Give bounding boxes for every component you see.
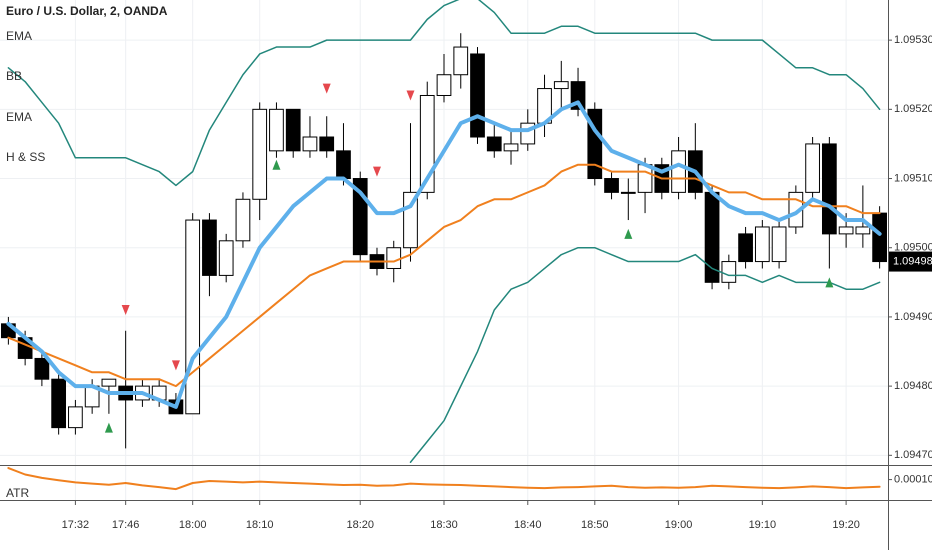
sell-marker [171,360,180,371]
candle-body [855,226,871,235]
candle-body [68,406,83,429]
candle-body [805,143,820,193]
candle-body [821,143,837,235]
candle-body [386,247,402,269]
candle-body [771,226,787,263]
candle-body [51,378,67,429]
atr-line [7,467,881,491]
candle-body [838,226,854,235]
bb-upper [7,0,881,187]
candle-body [218,240,234,276]
candle-body [503,143,519,152]
buy-marker [104,422,113,433]
candle-body [604,178,619,193]
candle-body [285,108,301,152]
y-tick-label: 1.09470 [894,449,932,461]
buy-marker [624,228,633,239]
x-tick-label: 18:40 [514,519,542,531]
sell-marker [406,90,415,101]
sell-marker [121,305,130,315]
sell-marker [372,166,381,177]
candle-body [34,357,50,380]
candle-body [336,150,351,180]
candle-body [872,212,887,263]
legend-label: EMA [6,29,32,43]
x-tick-label: 19:00 [665,519,693,531]
candle-body [101,378,117,387]
atr-tick-label: 0.00010 [894,474,932,486]
y-tick-label: 1.09530 [894,34,932,46]
last-price-label: 1.09498 [893,255,932,267]
axes: 1.09470 1.09480 1.09490 1.09500 1.09510 1.095… [62,34,932,531]
x-tick-label: 18:30 [430,519,458,531]
candle-body [671,150,686,193]
candle-body [553,81,569,90]
candle-body [453,46,469,76]
x-tick-label: 17:32 [62,519,90,531]
candle-body [319,136,335,152]
x-tick-label: 19:20 [832,519,860,531]
x-tick-label: 18:00 [179,519,207,531]
grid [0,0,888,500]
candle-body [637,164,653,193]
y-tick-label: 1.09520 [894,103,932,115]
y-tick-label: 1.09500 [894,242,932,254]
atr-label: ATR [6,486,29,500]
candle-body [269,108,284,152]
candle-body [436,74,452,96]
candle-body [252,108,268,200]
x-tick-label: 17:46 [112,519,140,531]
legend-label: H & SS [6,150,45,164]
candle-body [738,233,753,263]
buy-marker [272,159,281,170]
price-pane [1,0,887,463]
candle-body [620,191,636,194]
y-tick-label: 1.09480 [894,380,932,392]
candle-body [486,136,502,152]
buy-marker [825,277,834,288]
candle-body [202,219,217,276]
y-tick-label: 1.09510 [894,172,932,184]
x-tick-label: 18:10 [246,519,274,531]
candle-body [754,226,770,263]
candle-body [302,136,318,152]
candle-body [721,261,737,283]
y-tick-label: 1.09490 [894,311,932,323]
legend: Euro / U.S. Dollar, 2, OANDA EMA BB EMA H &… [6,4,168,500]
bb-lower [409,246,881,463]
legend-label: EMA [6,110,32,124]
atr-pane [7,467,881,491]
candle-body [235,198,251,242]
chart-title: Euro / U.S. Dollar, 2, OANDA [6,4,168,18]
ema-line [6,100,882,409]
legend-label: BB [6,69,22,83]
candle-body [185,219,201,415]
candle-body [470,53,485,138]
x-tick-label: 18:50 [581,519,609,531]
x-tick-label: 18:20 [346,519,374,531]
last-price-box [889,251,932,272]
sell-marker [322,83,331,94]
x-tick-label: 19:10 [749,519,777,531]
ema-line [7,163,881,388]
candle-body [419,94,435,193]
